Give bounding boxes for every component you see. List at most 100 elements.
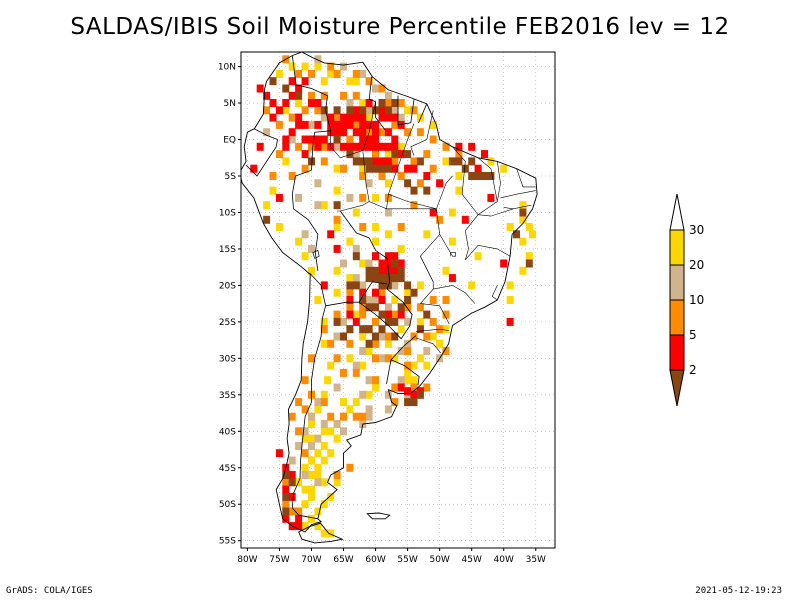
data-cell (250, 164, 258, 173)
data-cell (327, 492, 335, 501)
data-cell (397, 259, 405, 268)
data-cell (301, 522, 309, 531)
data-cell (333, 266, 341, 275)
map-frame (240, 51, 556, 549)
data-cell (397, 113, 405, 122)
data-cell (474, 172, 482, 180)
data-cell (410, 201, 418, 210)
data-cell (416, 354, 424, 363)
data-cell (391, 164, 399, 173)
lon-tick-label: 45W (462, 555, 482, 565)
state-border (436, 175, 453, 209)
data-cell (340, 91, 347, 100)
data-cell (423, 347, 431, 355)
state-border (420, 303, 450, 325)
data-cell (410, 288, 418, 297)
data-cell (410, 361, 418, 370)
data-cell (333, 186, 341, 195)
data-cell (352, 274, 360, 283)
data-cell (384, 106, 392, 115)
data-cell (333, 120, 341, 129)
data-cell (263, 128, 271, 137)
data-cell (372, 288, 379, 297)
data-cell (365, 142, 373, 151)
data-cell (416, 325, 424, 334)
data-cell (391, 142, 399, 151)
data-cell (282, 471, 290, 479)
data-cell (301, 405, 309, 414)
data-cell (340, 332, 347, 341)
data-cell (423, 310, 431, 319)
data-cell (436, 179, 444, 188)
coastline-and-borders (241, 52, 538, 544)
data-cell (525, 252, 533, 261)
footer-timestamp: 2021-05-12-19:23 (695, 586, 782, 596)
data-cell (333, 244, 341, 253)
lat-tick-label: 20S (219, 281, 236, 291)
data-cell (506, 223, 514, 231)
country-border (397, 95, 415, 126)
data-cell (256, 84, 264, 93)
data-cell (365, 120, 373, 129)
data-cell (320, 390, 328, 399)
data-cell (359, 193, 367, 202)
data-cell (320, 281, 328, 290)
data-cell (333, 310, 341, 319)
data-cell (288, 492, 296, 501)
lon-tick-label: 50W (429, 555, 449, 565)
data-cell (359, 223, 367, 231)
data-cell (391, 266, 399, 275)
data-cell (391, 120, 399, 129)
data-cell (308, 434, 315, 443)
data-cell (384, 193, 392, 202)
country-border (339, 210, 391, 290)
data-cell (288, 128, 296, 137)
data-cell (384, 142, 392, 151)
data-cell (333, 69, 341, 78)
data-cell (352, 77, 360, 86)
data-cell (308, 157, 315, 166)
data-cell (340, 128, 347, 137)
data-cell (423, 172, 431, 180)
data-cell (474, 164, 482, 173)
data-cell (275, 120, 283, 129)
data-cell (308, 91, 315, 100)
data-cell (410, 332, 418, 341)
data-cell (314, 296, 322, 304)
data-cell (365, 266, 373, 275)
latitude-tick-labels: 10N 5N EQ 5S 10S 15S 20S 25S 30S 35S 40S 45S 50S 55S (218, 63, 241, 547)
data-cell (333, 201, 341, 210)
data-cell (513, 230, 520, 239)
data-cell (320, 441, 328, 450)
data-cell (346, 325, 354, 334)
data-cell (275, 193, 283, 202)
data-cell (365, 135, 373, 144)
data-cell (359, 135, 367, 144)
data-cell (384, 157, 392, 166)
data-cell (397, 172, 405, 180)
data-cell (468, 281, 476, 290)
data-cell (314, 106, 322, 115)
data-cell (365, 339, 373, 348)
data-cell (365, 179, 373, 188)
data-cell (442, 325, 450, 334)
data-cell (320, 157, 328, 166)
data-cell (423, 361, 431, 370)
data-cell (481, 150, 488, 159)
data-cell (487, 157, 495, 166)
data-cell (352, 128, 360, 137)
data-cell (352, 120, 360, 129)
data-cell (320, 77, 328, 86)
data-cell (314, 55, 322, 64)
data-cell (404, 347, 412, 355)
data-cell (308, 441, 315, 450)
data-cell (359, 296, 367, 304)
lat-tick-label: 10S (219, 208, 236, 218)
data-cell (378, 164, 386, 173)
data-cell (391, 150, 399, 159)
data-cell (384, 208, 392, 217)
data-cell (333, 471, 341, 479)
map-title: SALDAS/IBIS Soil Moisture Percentile FEB… (70, 14, 730, 40)
data-cell (423, 332, 431, 341)
data-cell (481, 172, 488, 180)
